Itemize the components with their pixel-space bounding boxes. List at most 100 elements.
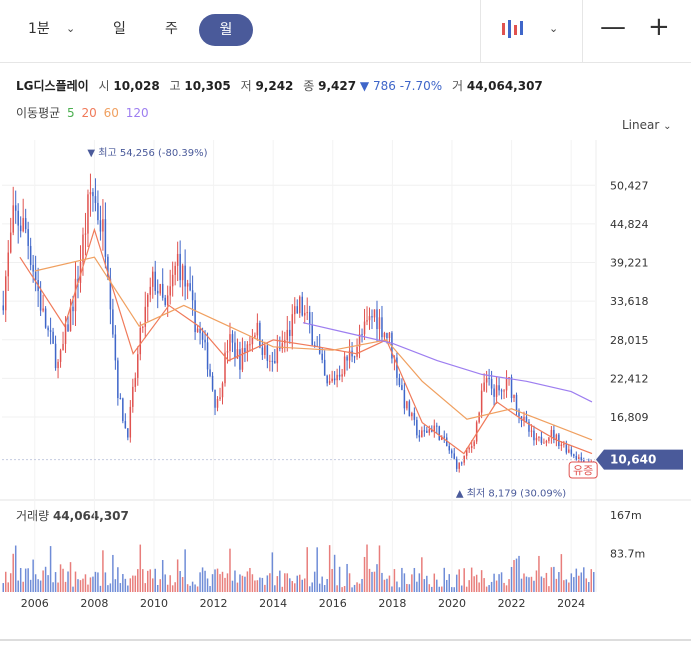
zoom-out-icon[interactable]: — (600, 12, 626, 42)
candle-body (298, 296, 301, 314)
change-arrow: ▼ (359, 79, 370, 93)
volume-bar (393, 569, 396, 592)
candle-body (580, 457, 583, 461)
candle-body (470, 446, 473, 448)
scale-mode-dropdown[interactable]: Linear ⌄ (622, 118, 672, 132)
candle-body (458, 462, 460, 469)
volume-bar (371, 571, 373, 592)
volume-bar (34, 574, 37, 592)
candle-body (151, 271, 154, 287)
volume-bar (570, 573, 573, 592)
volume-bar (234, 570, 236, 592)
chevron-down-icon[interactable]: ⌄ (66, 22, 76, 35)
volume-bar (593, 572, 595, 592)
volume-bar (468, 580, 470, 592)
volume-bar (545, 572, 548, 592)
candle-body (398, 377, 401, 386)
x-tick-label: 2020 (438, 597, 466, 610)
volume-bar (174, 582, 176, 592)
volume-bar (206, 578, 209, 592)
candle-body (500, 390, 503, 392)
volume-bar (423, 579, 426, 592)
volume-bar (127, 585, 129, 592)
candle-body (446, 437, 448, 447)
timeframe-week[interactable]: 주 (165, 21, 178, 37)
current-price-tag (596, 449, 683, 470)
timeframe-day[interactable]: 일 (113, 21, 126, 37)
volume-bar (276, 576, 279, 592)
candlestick-icon[interactable] (500, 18, 528, 42)
candle-body (82, 234, 84, 263)
candle-body (289, 329, 291, 336)
candle-body (401, 385, 403, 390)
volume-bar (64, 581, 67, 592)
candle-body (214, 389, 216, 408)
volume-bar (560, 554, 563, 592)
volume-bar (368, 568, 371, 592)
candle-body (174, 265, 176, 275)
candle-body (386, 332, 388, 339)
candle-body (19, 225, 22, 232)
volume-bar (151, 578, 154, 592)
candle-body (423, 430, 426, 432)
candle-body (54, 343, 57, 369)
volume-bar (147, 570, 149, 592)
candle-body (406, 401, 408, 409)
volume-bar (22, 581, 24, 592)
timeframe-1min[interactable]: 1분 (28, 21, 50, 37)
volume-bar (259, 577, 261, 592)
volume-bar (585, 578, 588, 592)
volume-bar (318, 583, 321, 592)
volume-bar (493, 573, 495, 592)
change-value: 786 (372, 79, 396, 93)
candle-body (134, 377, 137, 387)
timeframe-month[interactable]: 월 (199, 14, 253, 46)
candle-body (112, 309, 114, 335)
chevron-down-icon[interactable]: ⌄ (549, 22, 559, 35)
candle-body (176, 253, 179, 266)
volume-bar (331, 568, 333, 592)
candle-body (333, 378, 336, 381)
candle-body (246, 344, 249, 353)
volume-bar (144, 583, 147, 592)
volume-bar (74, 571, 77, 592)
candle-body (189, 283, 191, 291)
candle-body (14, 205, 17, 211)
candle-body (251, 337, 254, 345)
zoom-in-icon[interactable]: + (648, 12, 670, 42)
candle-body (426, 430, 428, 433)
volume-bar (236, 582, 239, 592)
volume-bar (261, 577, 264, 592)
candle-body (396, 357, 398, 378)
toolbar: 1분 ⌄ 일 주 월 ⌄ — + (0, 0, 691, 63)
volume-bar (453, 587, 455, 592)
volume-bar (306, 547, 308, 592)
volume-bar (204, 570, 206, 592)
candle-body (52, 331, 54, 344)
candle-body (199, 328, 201, 334)
candle-body (286, 329, 289, 341)
volume-bar (201, 567, 204, 592)
volume-bar (44, 566, 47, 592)
candle-body (224, 352, 226, 384)
candle-body (513, 394, 515, 399)
volume-bar (42, 570, 44, 592)
volume-bar (164, 574, 166, 592)
candle-body (473, 441, 475, 447)
candle-body (67, 324, 69, 332)
toolbar-divider (582, 0, 583, 62)
candle-body (194, 300, 196, 333)
volume-bar (460, 585, 463, 592)
candle-body (264, 345, 266, 355)
candle-body (363, 321, 366, 335)
ma60-line (34, 256, 593, 441)
candle-body (34, 271, 37, 281)
volume-bar (129, 578, 132, 592)
volume-bar (186, 584, 189, 592)
candle-body (92, 192, 94, 197)
candle-body (159, 283, 161, 294)
candle-body (343, 356, 346, 375)
candle-body (137, 354, 139, 378)
volume-bar (221, 571, 224, 592)
